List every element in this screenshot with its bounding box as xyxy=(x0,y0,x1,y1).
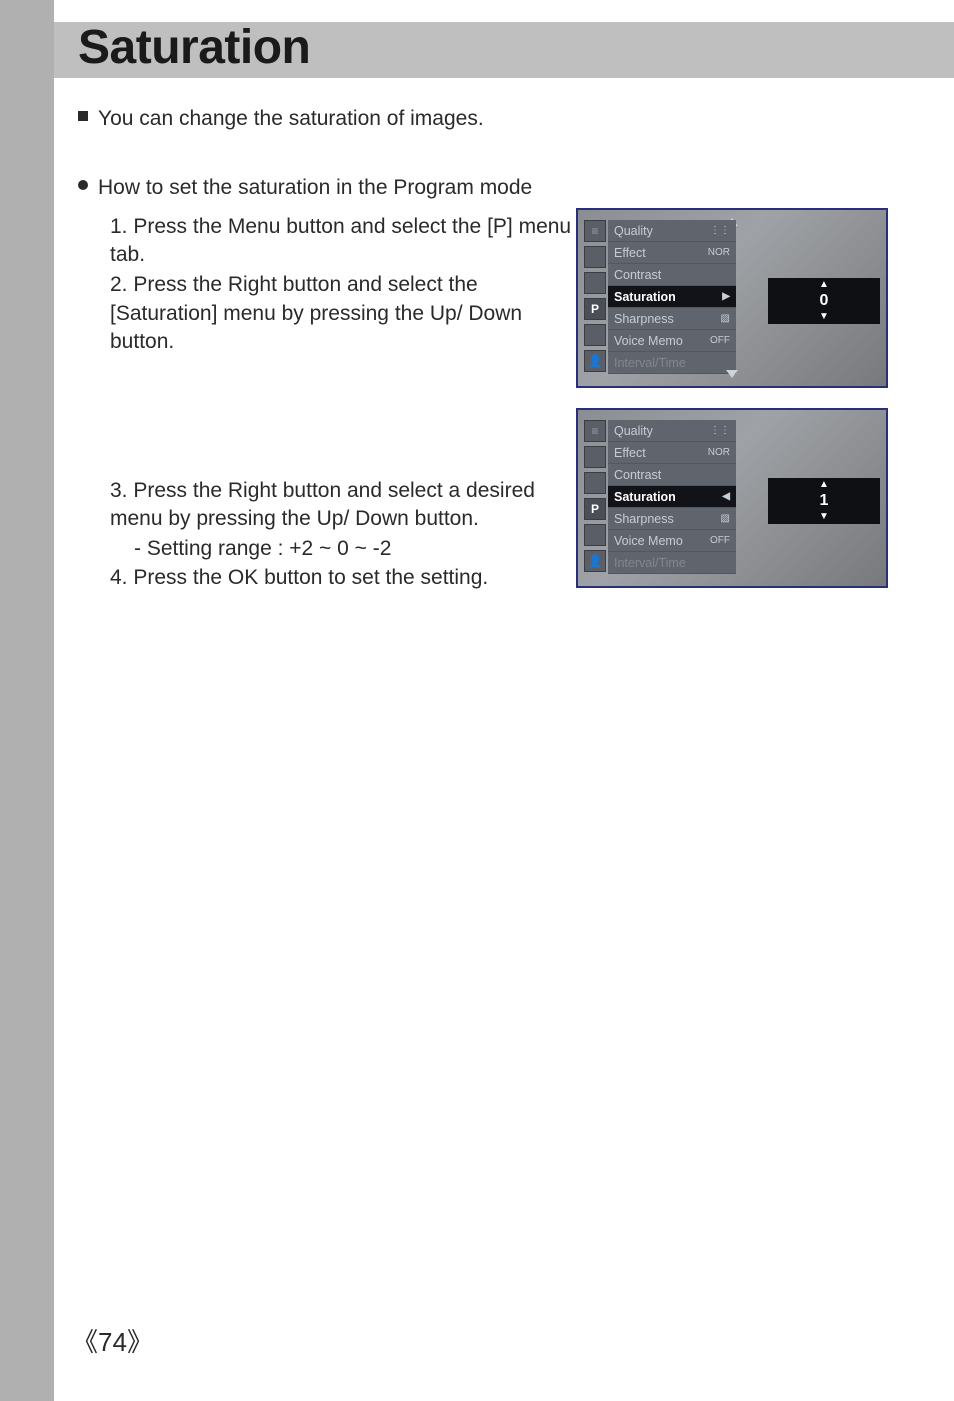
value-down-icon: ▼ xyxy=(819,312,829,322)
tab-p-label-2: P xyxy=(591,502,599,516)
screen-2-value: 1 xyxy=(820,490,829,512)
screen-2-menu: Quality ⋮⋮ Effect NOR Contrast Saturation ◀… xyxy=(608,420,736,574)
tab-blank-3b[interactable] xyxy=(584,524,606,546)
chevron-left-icon: ◀ xyxy=(722,491,730,502)
menu-voicememo-2[interactable]: Voice Memo OFF xyxy=(608,530,736,552)
menu-interval-label-2: Interval/Time xyxy=(614,556,686,570)
intro-text: You can change the saturation of images. xyxy=(98,104,484,133)
menu-interval-label: Interval/Time xyxy=(614,356,686,370)
voicememo-value-2: OFF xyxy=(710,535,730,546)
screen-2-tabs: ≡ P 👤 xyxy=(584,420,606,576)
sliders-icon: ≡ xyxy=(591,224,598,238)
step-1: 1. Press the Menu button and select the … xyxy=(110,213,590,270)
screen-1-valuebox[interactable]: ▲ 0 ▼ xyxy=(768,278,880,324)
screen-2-inner: ≡ P 👤 Quality ⋮⋮ Effect NOR Contrast Satur… xyxy=(578,420,886,576)
menu-effect-label-2: Effect xyxy=(614,446,646,460)
screen-1-value: 0 xyxy=(820,290,829,312)
tab-person[interactable]: 👤 xyxy=(584,350,606,372)
step-2: 2. Press the Right button and select the… xyxy=(110,271,590,356)
square-bullet-icon xyxy=(78,111,88,121)
page-number-value: 74 xyxy=(98,1327,127,1357)
tab-person-2[interactable]: 👤 xyxy=(584,550,606,572)
person-icon: 👤 xyxy=(588,554,603,568)
menu-saturation-label-2: Saturation xyxy=(614,490,676,504)
menu-sharpness[interactable]: Sharpness ▧ xyxy=(608,308,736,330)
page-number: 《74》 xyxy=(72,1322,153,1359)
tab-blank-1[interactable] xyxy=(584,246,606,268)
value-up-icon: ▲ xyxy=(819,280,829,290)
menu-voicememo-label-2: Voice Memo xyxy=(614,534,683,548)
quality-icon: ⋮⋮ xyxy=(710,225,730,236)
intro-row: You can change the saturation of images. xyxy=(78,104,898,133)
menu-contrast-label-2: Contrast xyxy=(614,468,661,482)
camera-screen-2: ≡ P 👤 Quality ⋮⋮ Effect NOR Contrast Satur… xyxy=(576,408,888,588)
menu-voicememo-label: Voice Memo xyxy=(614,334,683,348)
person-icon: 👤 xyxy=(588,354,603,368)
howto-heading: How to set the saturation in the Program… xyxy=(98,173,532,202)
tab-program[interactable]: P xyxy=(584,298,606,320)
menu-voicememo[interactable]: Voice Memo OFF xyxy=(608,330,736,352)
page-root: Saturation You can change the saturation… xyxy=(0,0,954,1401)
menu-sharpness-label: Sharpness xyxy=(614,312,674,326)
menu-interval[interactable]: Interval/Time xyxy=(608,352,736,374)
menu-interval-2[interactable]: Interval/Time xyxy=(608,552,736,574)
effect-value-2: NOR xyxy=(708,447,730,458)
menu-effect-label: Effect xyxy=(614,246,646,260)
menu-quality-label: Quality xyxy=(614,224,653,238)
value-down-icon-2: ▼ xyxy=(819,512,829,522)
menu-saturation[interactable]: Saturation ▶ xyxy=(608,286,736,308)
menu-contrast-2[interactable]: Contrast xyxy=(608,464,736,486)
sliders-icon: ≡ xyxy=(591,424,598,438)
tab-blank-2b[interactable] xyxy=(584,472,606,494)
howto-heading-row: How to set the saturation in the Program… xyxy=(78,173,898,202)
value-up-icon-2: ▲ xyxy=(819,480,829,490)
screen-1-menu: Quality ⋮⋮ Effect NOR Contrast Saturation ▶… xyxy=(608,220,736,374)
screen-2-valuebox[interactable]: ▲ 1 ▼ xyxy=(768,478,880,524)
tab-settings[interactable]: ≡ xyxy=(584,220,606,242)
menu-effect-2[interactable]: Effect NOR xyxy=(608,442,736,464)
chevron-right-icon: ▶ xyxy=(722,291,730,302)
menu-quality-label-2: Quality xyxy=(614,424,653,438)
voicememo-value: OFF xyxy=(710,335,730,346)
tab-blank-3[interactable] xyxy=(584,324,606,346)
quality-icon-2: ⋮⋮ xyxy=(710,425,730,436)
tab-blank-1b[interactable] xyxy=(584,446,606,468)
sharpness-icon-2: ▧ xyxy=(721,513,730,524)
camera-screen-1: ≡ P 👤 Quality ⋮⋮ Effect NOR Contrast Satur… xyxy=(576,208,888,388)
angle-close: 》 xyxy=(127,1328,153,1357)
sharpness-icon: ▧ xyxy=(721,313,730,324)
menu-sharpness-2[interactable]: Sharpness ▧ xyxy=(608,508,736,530)
menu-effect[interactable]: Effect NOR xyxy=(608,242,736,264)
menu-saturation-2[interactable]: Saturation ◀ xyxy=(608,486,736,508)
menu-contrast-label: Contrast xyxy=(614,268,661,282)
tab-settings-2[interactable]: ≡ xyxy=(584,420,606,442)
tab-blank-2[interactable] xyxy=(584,272,606,294)
step-4: 4. Press the OK button to set the settin… xyxy=(110,564,590,592)
left-margin-strip xyxy=(0,0,54,1401)
page-title: Saturation xyxy=(78,20,310,75)
step-3: 3. Press the Right button and select a d… xyxy=(110,477,590,534)
menu-quality-2[interactable]: Quality ⋮⋮ xyxy=(608,420,736,442)
menu-sharpness-label-2: Sharpness xyxy=(614,512,674,526)
scroll-down-icon xyxy=(726,370,738,378)
menu-quality[interactable]: Quality ⋮⋮ xyxy=(608,220,736,242)
menu-contrast[interactable]: Contrast xyxy=(608,264,736,286)
effect-value: NOR xyxy=(708,247,730,258)
screen-1-tabs: ≡ P 👤 xyxy=(584,220,606,376)
tab-p-label: P xyxy=(591,302,599,316)
menu-saturation-label: Saturation xyxy=(614,290,676,304)
screen-1-inner: ≡ P 👤 Quality ⋮⋮ Effect NOR Contrast Satur… xyxy=(578,220,886,376)
circle-bullet-icon xyxy=(78,180,88,190)
angle-open: 《 xyxy=(72,1328,98,1357)
tab-program-2[interactable]: P xyxy=(584,498,606,520)
